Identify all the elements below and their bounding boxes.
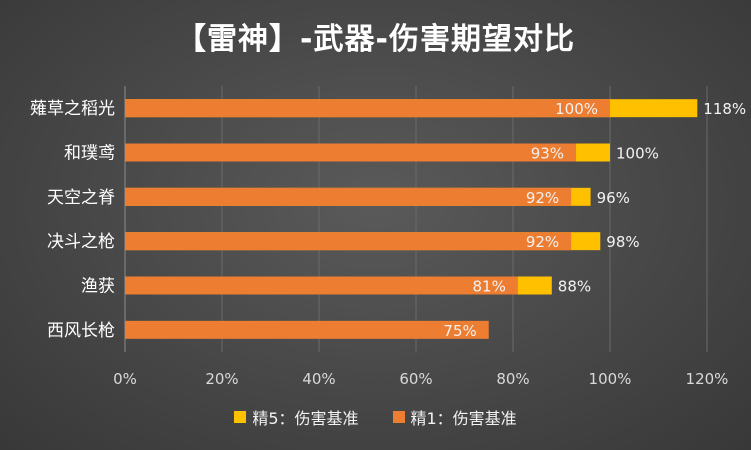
data-label-refine1: 92% <box>526 233 559 251</box>
bar-refine1 <box>125 143 577 162</box>
category-label: 和璞鸢 <box>64 144 115 164</box>
x-tick-label: 100% <box>589 370 632 388</box>
category-label: 西风长枪 <box>47 321 115 341</box>
x-tick-label: 20% <box>205 370 238 388</box>
legend-item-refine5: 精5：伤害基准 <box>234 405 359 429</box>
legend: 精5：伤害基准 精1：伤害基准 <box>0 405 751 429</box>
data-label-refine1: 92% <box>526 189 559 207</box>
category-label: 薙草之稻光 <box>30 99 115 119</box>
data-label-refine1: 81% <box>473 278 506 296</box>
legend-label-refine5: 精5：伤害基准 <box>252 409 359 428</box>
category-label: 天空之脊 <box>47 188 115 208</box>
data-label-refine5: 118% <box>703 100 746 118</box>
bar-refine1 <box>125 276 518 295</box>
data-label-refine5: 100% <box>616 145 659 163</box>
bar-refine1 <box>125 99 610 118</box>
x-tick-label: 0% <box>113 370 137 388</box>
legend-swatch-refine5 <box>234 411 247 423</box>
category-label: 决斗之枪 <box>47 232 115 252</box>
data-label-refine1: 100% <box>555 100 598 118</box>
legend-swatch-refine1 <box>392 411 405 423</box>
data-label-refine5: 96% <box>597 189 630 207</box>
x-tick-label: 120% <box>686 370 729 388</box>
legend-label-refine1: 精1：伤害基准 <box>410 409 517 428</box>
data-label-refine1: 93% <box>531 145 564 163</box>
x-tick-label: 80% <box>496 370 529 388</box>
x-tick-label: 60% <box>399 370 432 388</box>
data-label-refine1: 75% <box>443 322 476 340</box>
bar-refine1 <box>125 320 489 339</box>
data-label-refine5: 88% <box>558 278 591 296</box>
bar-refine1 <box>125 232 572 251</box>
chart-title: 【雷神】-武器-伤害期望对比 <box>176 22 575 57</box>
bar-refine1 <box>125 187 572 206</box>
data-label-refine5: 98% <box>606 233 639 251</box>
x-tick-label: 40% <box>302 370 335 388</box>
category-label: 渔获 <box>81 277 115 297</box>
legend-item-refine1: 精1：伤害基准 <box>392 405 517 429</box>
